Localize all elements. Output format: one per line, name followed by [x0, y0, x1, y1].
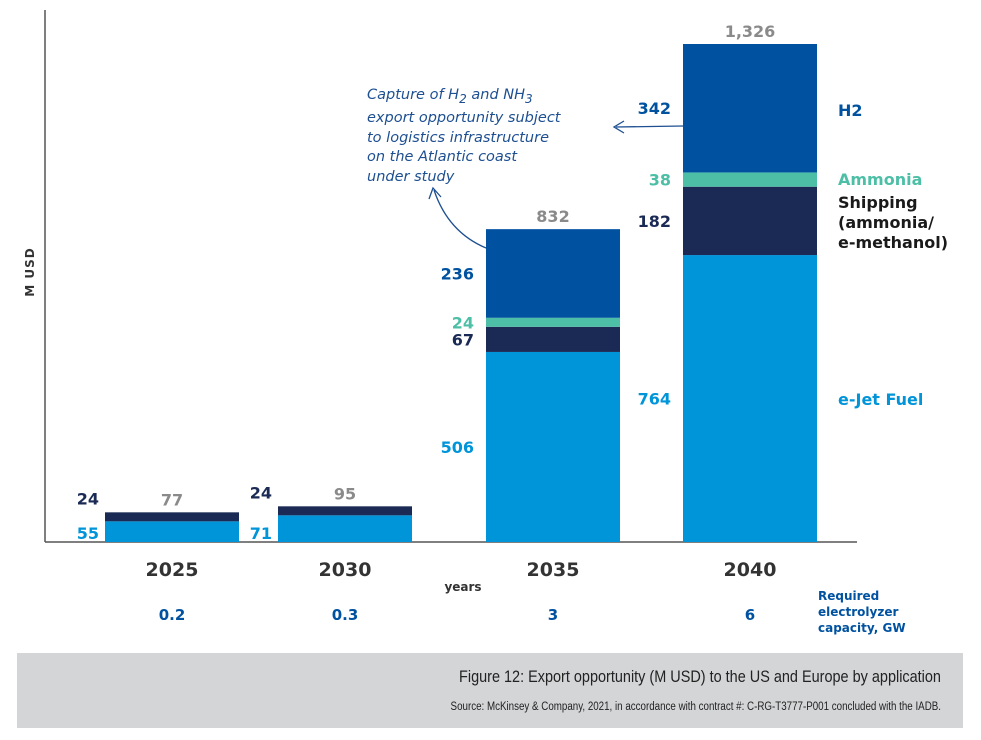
bar-2040-h2	[683, 44, 817, 173]
bar-2025-shipping	[105, 512, 239, 522]
figure-caption: Figure 12: Export opportunity (M USD) to…	[17, 653, 963, 728]
x-tick-label: 2040	[724, 559, 777, 581]
stacked-bar-chart: M USD years 55 24 77 2025 0.2 71 24 95 2030 0.3 506 6…	[23, 10, 948, 635]
bar-2040-ammonia	[683, 172, 817, 187]
bar-2025-e-jet	[105, 521, 239, 542]
legend-shipping-line1: Shipping	[838, 193, 918, 212]
y-axis-label: M USD	[23, 247, 37, 296]
data-label: 342	[638, 99, 671, 118]
arrow-line	[615, 125, 684, 128]
data-label: 764	[638, 390, 671, 409]
legend-ammonia: Ammonia	[838, 170, 922, 189]
data-label: 71	[250, 524, 272, 543]
arrowhead-icon	[612, 120, 625, 134]
arrow-line	[433, 189, 487, 249]
data-label: 236	[441, 264, 474, 283]
legend-shipping-line3: e-methanol)	[838, 233, 948, 252]
total-label: 1,326	[725, 22, 776, 41]
data-label: 182	[638, 212, 671, 231]
bar-2040-e-jet	[683, 255, 817, 542]
arrowhead-icon	[428, 186, 442, 200]
data-label: 24	[77, 489, 99, 508]
electrolyzer-value: 0.2	[159, 606, 186, 624]
bar-2030-e-jet	[278, 515, 412, 542]
electrolyzer-value: 3	[548, 606, 558, 624]
legend-e-jet: e-Jet Fuel	[838, 390, 923, 409]
x-axis-label: years	[444, 580, 481, 594]
x-tick-label: 2030	[319, 559, 372, 581]
caption-title: Figure 12: Export opportunity (M USD) to…	[459, 667, 941, 686]
bar-2040-shipping	[683, 186, 817, 256]
data-label: 55	[77, 524, 99, 543]
electrolyzer-label: capacity, GW	[818, 621, 906, 635]
electrolyzer-label: Required	[818, 589, 879, 603]
legend-shipping-line2: (ammonia/	[838, 213, 934, 232]
electrolyzer-label: electrolyzer	[818, 605, 898, 619]
x-tick-label: 2025	[146, 559, 199, 581]
caption-source: Source: McKinsey & Company, 2021, in acc…	[450, 701, 941, 713]
data-label: 67	[452, 330, 474, 349]
x-tick-label: 2035	[527, 559, 580, 581]
electrolyzer-value: 0.3	[332, 606, 359, 624]
data-label: 506	[441, 438, 474, 457]
legend-h2: H2	[838, 101, 863, 120]
bar-2035-ammonia	[486, 317, 620, 327]
total-label: 95	[334, 484, 356, 503]
bar-2035-h2	[486, 229, 620, 318]
bar-2035-shipping	[486, 326, 620, 352]
total-label: 77	[161, 490, 183, 509]
total-label: 832	[536, 207, 569, 226]
data-label: 24	[250, 483, 272, 502]
bar-2030-shipping	[278, 506, 412, 516]
annotation-text: Capture of H2 and NH3 export opportunity…	[367, 87, 561, 185]
data-label: 38	[649, 171, 671, 190]
electrolyzer-value: 6	[745, 606, 755, 624]
data-label: 24	[452, 313, 474, 332]
bar-2035-e-jet	[486, 351, 620, 542]
